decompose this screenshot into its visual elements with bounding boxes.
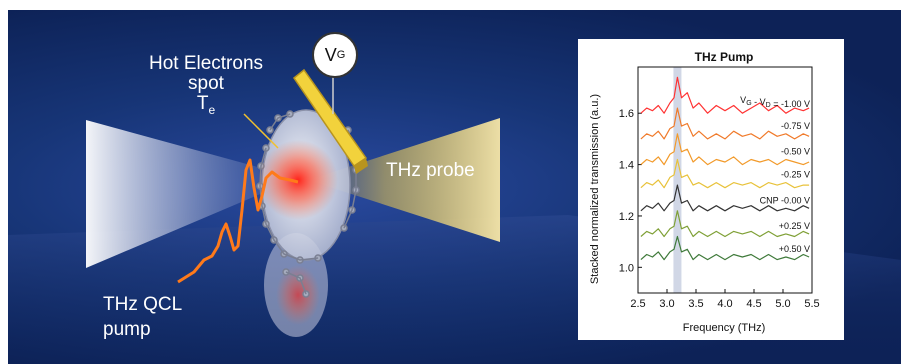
y-tick-label: 1.0: [619, 262, 634, 274]
y-tick-label: 1.2: [619, 211, 634, 223]
hot-spot-pointer: [243, 113, 279, 149]
series-label: +0.50 V: [779, 244, 810, 254]
series-line: [640, 158, 810, 189]
series-label: -0.25 V: [781, 170, 810, 180]
x-tick-label: 4.0: [717, 298, 732, 310]
series-label-part: G: [746, 100, 751, 107]
series-line: [640, 184, 810, 212]
y-tick-label: 1.6: [619, 108, 634, 120]
probe-beam: [308, 118, 500, 242]
hot-electrons-label: Hot Electrons spot Te: [126, 54, 286, 116]
x-tick-label: 2.5: [630, 298, 645, 310]
spectra-chart: THz Pump Stacked normalized transmission…: [589, 50, 820, 334]
x-tick-label: 3.0: [659, 298, 674, 310]
x-tick-label: 5.0: [775, 298, 790, 310]
series-line: [640, 107, 810, 140]
highlight-band: [673, 67, 682, 293]
series-label-part: = -1.00 V: [771, 99, 810, 109]
series-label-part: - V: [752, 97, 766, 107]
series-line: [640, 210, 810, 238]
series-line: [640, 133, 810, 166]
thz-pulse-waveform: [177, 158, 299, 284]
series-line: [640, 76, 810, 114]
gate-electrode-side: [354, 158, 368, 174]
plot-area: 2.5 3.0 3.5 4.0 4.5 5.0 5.5 1.0 1.2 1.4 1.6 VG - VD…: [619, 66, 820, 310]
thz-qcl-pump-label: THz QCL pump: [103, 294, 183, 340]
chart-title: THz Pump: [695, 50, 754, 64]
series-label: VG - VD = -1.00 V: [740, 95, 810, 109]
x-tick-label: 4.5: [746, 298, 761, 310]
series-label: CNP -0.00 V: [760, 195, 810, 205]
device-illustration: [8, 66, 901, 364]
y-tick-label: 1.4: [619, 160, 634, 172]
te-label: Te: [196, 92, 216, 117]
hot-electron-spot: [258, 140, 338, 220]
series-label: -0.75 V: [781, 121, 810, 131]
y-axis-label: Stacked normalized transmission (a.u.): [589, 94, 601, 284]
series-line: [640, 235, 810, 261]
series-label: -0.50 V: [781, 146, 810, 156]
series-label-part: D: [766, 102, 771, 109]
spectra-chart-card: THz Pump Stacked normalized transmission…: [578, 39, 844, 340]
series-label: +0.25 V: [779, 221, 810, 231]
x-tick-label: 5.5: [804, 298, 819, 310]
x-tick-label: 3.5: [688, 298, 703, 310]
reflection-spot: [276, 265, 320, 325]
series-label-part: V: [740, 95, 746, 105]
pump-beam: [86, 120, 298, 268]
thz-probe-label: THz probe: [386, 160, 475, 181]
x-axis-label: Frequency (THz): [683, 322, 766, 334]
